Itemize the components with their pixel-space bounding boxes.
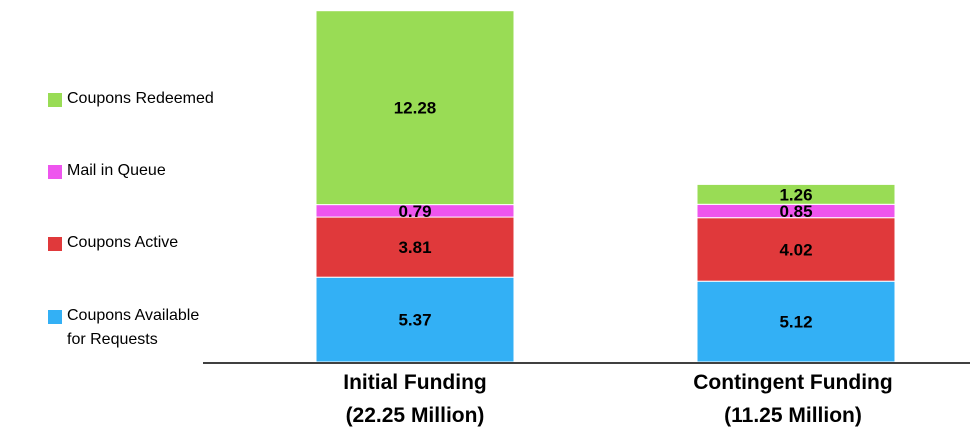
data-label-coupons-active-2: 4.02 — [779, 240, 812, 259]
data-label-coupons-active-1: 3.81 — [398, 238, 431, 257]
bar-segment-coupons-active-2 — [696, 217, 896, 282]
legend-label: Coupons Redeemed — [67, 90, 214, 107]
category-label-line: (22.25 Million) — [345, 404, 485, 427]
category-label-line: Initial Funding — [343, 371, 487, 394]
bars-layer — [315, 10, 896, 363]
category-label-line: (11.25 Million) — [724, 404, 862, 427]
data-label-mail-in-queue-1: 0.79 — [398, 202, 431, 221]
legend-label: Coupons Active — [67, 234, 179, 251]
legend-item-coupons-available: Coupons Available for Requests — [48, 307, 199, 352]
bar-segment-coupons-redeemed-2 — [696, 183, 896, 205]
category-label-line: Contingent Funding — [693, 371, 893, 394]
bar-segment-coupons-redeemed-1 — [315, 10, 515, 206]
legend-item-mail-in-queue: Mail in Queue — [48, 162, 166, 183]
data-label-coupons-available-1: 5.37 — [398, 311, 431, 330]
data-label-coupons-redeemed-1: 12.28 — [394, 99, 437, 118]
legend-label: Mail in Queue — [67, 162, 166, 179]
legend-swatch-coupons-available — [48, 310, 62, 324]
bar-segment-coupons-available-2 — [696, 280, 896, 363]
legend-swatch-coupons-redeemed — [48, 93, 62, 107]
bar-segment-coupons-active-1 — [315, 216, 515, 278]
category-label-initial-funding: Initial Funding (22.25 Million) — [265, 366, 565, 432]
data-label-coupons-redeemed-2: 1.26 — [779, 185, 812, 204]
bar-segment-coupons-available-1 — [315, 276, 515, 363]
legend-swatch-mail-in-queue — [48, 165, 62, 179]
data-labels-layer: 5.37 3.81 0.79 12.28 5.12 4.02 0.851.26 — [394, 99, 813, 332]
data-label-coupons-available-2: 5.12 — [779, 313, 812, 332]
data-label-mail-in-queue-2: 0.85 — [779, 202, 812, 221]
legend-swatch-coupons-active — [48, 237, 62, 251]
legend-item-coupons-active: Coupons Active — [48, 234, 178, 255]
legend-label: Coupons Available for Requests — [67, 307, 200, 348]
legend-item-coupons-redeemed: Coupons Redeemed — [48, 90, 214, 111]
category-label-contingent-funding: Contingent Funding (11.25 Million) — [643, 366, 943, 432]
chart-legend: Coupons Redeemed Mail in Queue Coupons A… — [48, 0, 278, 360]
